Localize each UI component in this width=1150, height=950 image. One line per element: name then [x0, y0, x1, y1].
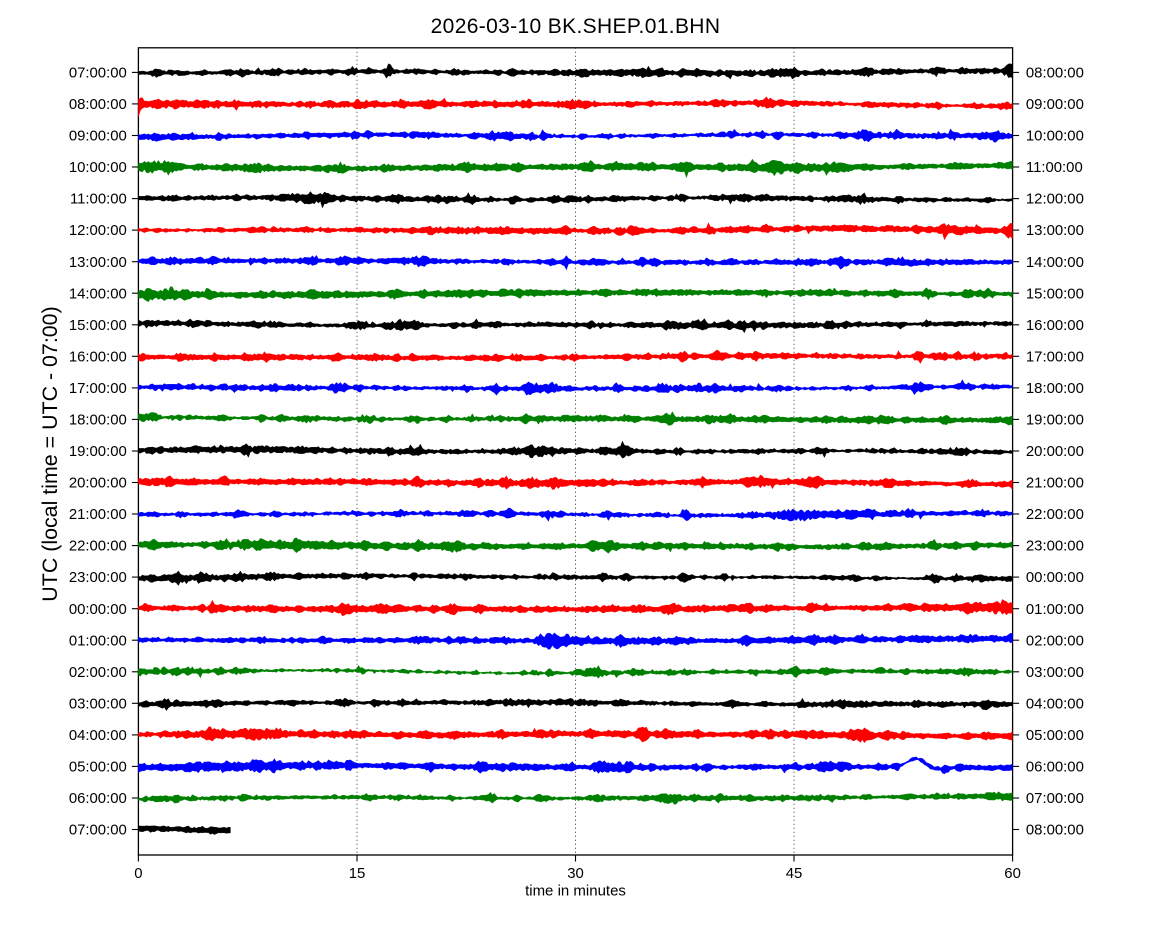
svg-text:11:00:00: 11:00:00: [70, 192, 127, 208]
svg-text:16:00:00: 16:00:00: [1026, 318, 1084, 334]
svg-text:10:00:00: 10:00:00: [1026, 129, 1084, 145]
svg-text:00:00:00: 00:00:00: [69, 602, 127, 618]
svg-text:11:00:00: 11:00:00: [1026, 160, 1083, 176]
svg-text:22:00:00: 22:00:00: [69, 539, 127, 555]
svg-text:15:00:00: 15:00:00: [69, 318, 127, 334]
svg-text:12:00:00: 12:00:00: [1026, 192, 1084, 208]
svg-text:45: 45: [786, 866, 803, 882]
svg-text:19:00:00: 19:00:00: [1026, 413, 1084, 429]
svg-text:17:00:00: 17:00:00: [69, 381, 127, 397]
svg-text:05:00:00: 05:00:00: [69, 760, 127, 776]
svg-text:05:00:00: 05:00:00: [1026, 728, 1084, 744]
svg-text:07:00:00: 07:00:00: [1026, 791, 1084, 807]
svg-text:03:00:00: 03:00:00: [1026, 665, 1084, 681]
svg-text:UTC (local time = UTC - 07:00): UTC (local time = UTC - 07:00): [38, 306, 62, 601]
svg-text:01:00:00: 01:00:00: [69, 633, 127, 649]
svg-text:03:00:00: 03:00:00: [69, 696, 127, 712]
svg-text:08:00:00: 08:00:00: [69, 97, 127, 113]
svg-text:14:00:00: 14:00:00: [69, 286, 127, 302]
svg-text:12:00:00: 12:00:00: [69, 223, 127, 239]
svg-text:15:00:00: 15:00:00: [1026, 286, 1084, 302]
svg-text:21:00:00: 21:00:00: [69, 507, 127, 523]
svg-text:23:00:00: 23:00:00: [1026, 539, 1084, 555]
svg-text:2026-03-10 BK.SHEP.01.BHN: 2026-03-10 BK.SHEP.01.BHN: [431, 15, 721, 38]
svg-text:08:00:00: 08:00:00: [1026, 66, 1084, 82]
svg-text:30: 30: [567, 866, 584, 882]
svg-text:04:00:00: 04:00:00: [1026, 696, 1084, 712]
svg-text:60: 60: [1004, 866, 1021, 882]
svg-text:time in minutes: time in minutes: [525, 883, 626, 900]
svg-text:04:00:00: 04:00:00: [69, 728, 127, 744]
svg-text:0: 0: [134, 866, 142, 882]
svg-text:07:00:00: 07:00:00: [69, 66, 127, 82]
svg-text:21:00:00: 21:00:00: [1026, 476, 1084, 492]
svg-text:00:00:00: 00:00:00: [1026, 570, 1084, 586]
svg-text:06:00:00: 06:00:00: [69, 791, 127, 807]
svg-text:06:00:00: 06:00:00: [1026, 760, 1084, 776]
svg-text:13:00:00: 13:00:00: [69, 255, 127, 271]
svg-text:15: 15: [349, 866, 366, 882]
svg-text:17:00:00: 17:00:00: [1026, 349, 1084, 365]
svg-text:07:00:00: 07:00:00: [69, 823, 127, 839]
svg-text:09:00:00: 09:00:00: [1026, 97, 1084, 113]
svg-text:13:00:00: 13:00:00: [1026, 223, 1084, 239]
svg-text:19:00:00: 19:00:00: [69, 444, 127, 460]
svg-text:23:00:00: 23:00:00: [69, 570, 127, 586]
svg-text:14:00:00: 14:00:00: [1026, 255, 1084, 271]
svg-text:02:00:00: 02:00:00: [1026, 633, 1084, 649]
svg-text:09:00:00: 09:00:00: [69, 129, 127, 145]
svg-text:20:00:00: 20:00:00: [1026, 444, 1084, 460]
svg-text:18:00:00: 18:00:00: [1026, 381, 1084, 397]
svg-text:08:00:00: 08:00:00: [1026, 823, 1084, 839]
svg-text:02:00:00: 02:00:00: [69, 665, 127, 681]
svg-text:16:00:00: 16:00:00: [69, 349, 127, 365]
svg-text:10:00:00: 10:00:00: [69, 160, 127, 176]
svg-text:22:00:00: 22:00:00: [1026, 507, 1084, 523]
svg-text:01:00:00: 01:00:00: [1026, 602, 1084, 618]
svg-text:18:00:00: 18:00:00: [69, 413, 127, 429]
svg-text:20:00:00: 20:00:00: [69, 476, 127, 492]
